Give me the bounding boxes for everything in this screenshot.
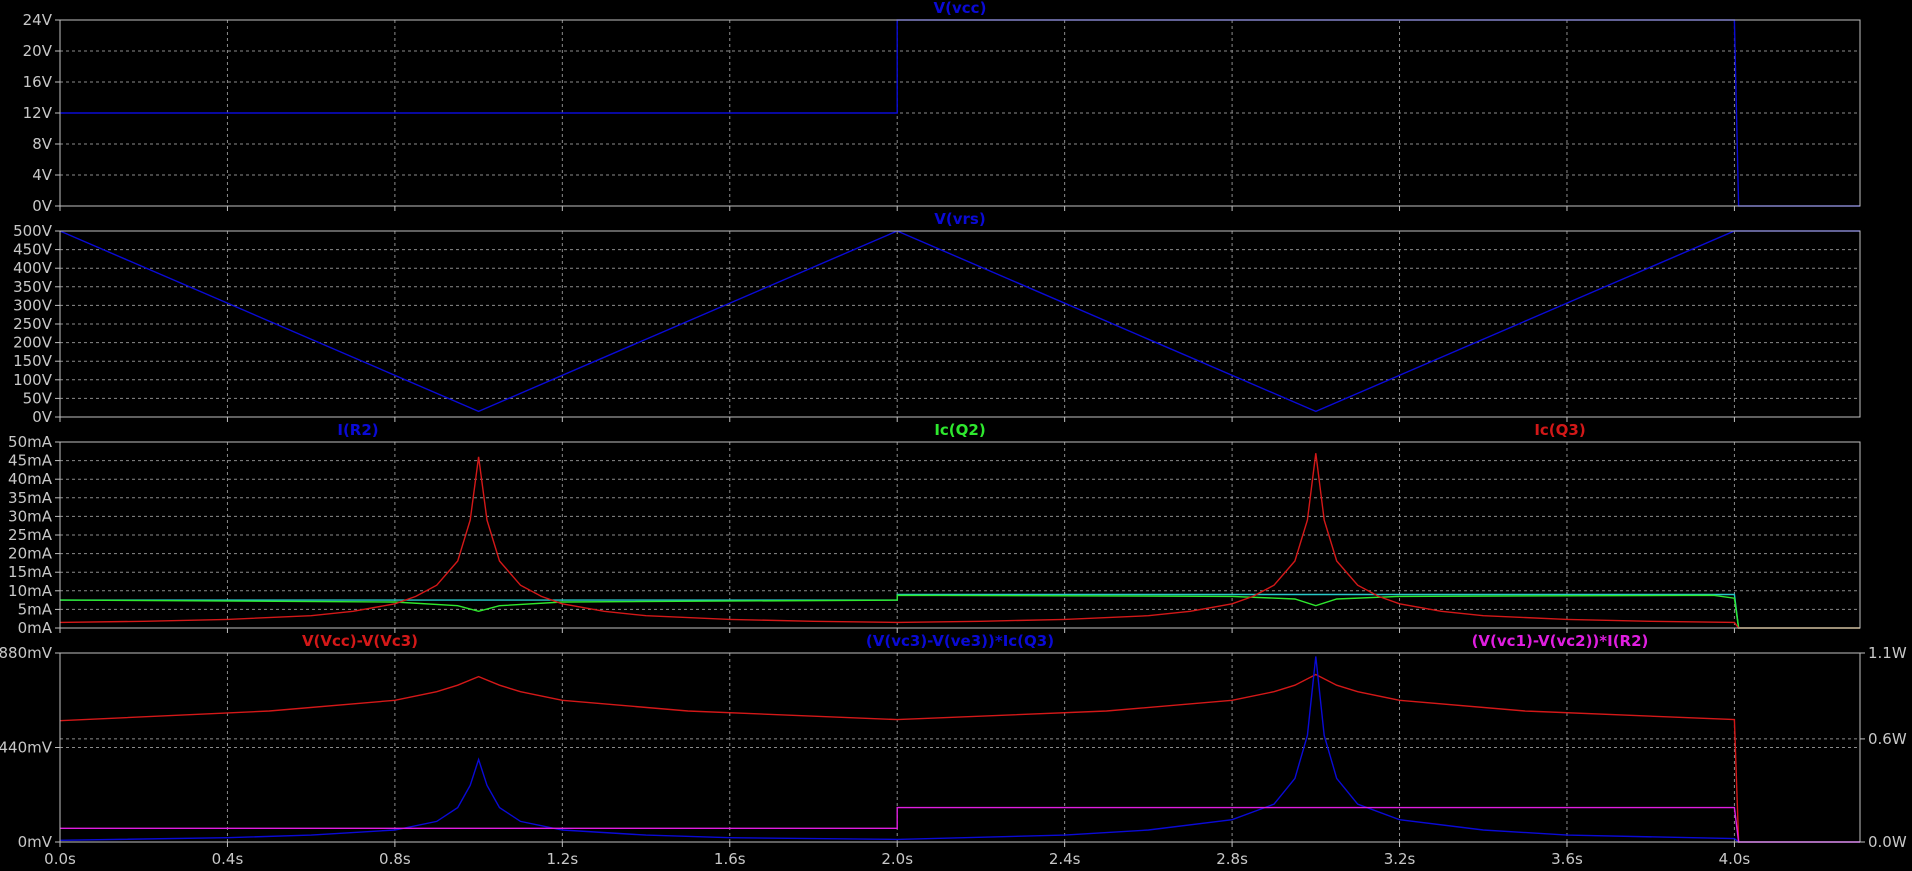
y-tick-label: 150V xyxy=(13,352,53,370)
trace-name-label[interactable]: Ic(Q2) xyxy=(934,421,985,439)
panel-frame xyxy=(59,441,1861,629)
y-tick-label: 30mA xyxy=(8,507,53,525)
y-tick-label: 0V xyxy=(32,197,53,215)
y-tick-label: 100V xyxy=(13,371,53,389)
y-tick-label: 16V xyxy=(23,73,53,91)
trace-name-label[interactable]: I(R2) xyxy=(337,421,378,439)
panel-3[interactable]: 0mA5mA10mA15mA20mA25mA30mA35mA40mA45mA50… xyxy=(8,433,1861,637)
trace-name-label[interactable]: V(Vcc)-V(Vc3) xyxy=(302,632,418,650)
trace-name-label[interactable]: (V(vc3)-V(ve3))*Ic(Q3) xyxy=(866,632,1054,650)
trace-v-vc3-v-ve3-ic-q3[interactable] xyxy=(59,656,1860,843)
y-tick-label: 45mA xyxy=(8,452,53,470)
y-tick-label: 50V xyxy=(23,389,53,407)
x-tick-label: 2.8s xyxy=(1216,850,1248,868)
y-tick-label: 35mA xyxy=(8,489,53,507)
x-tick-label: 1.6s xyxy=(714,850,746,868)
y-tick-label: 400V xyxy=(13,259,53,277)
trace-ic-q3[interactable] xyxy=(59,453,1860,629)
trace-i-r2[interactable] xyxy=(60,593,1860,629)
x-tick-label: 2.0s xyxy=(881,850,913,868)
y-tick-label: 350V xyxy=(13,278,53,296)
y-tick-label: 0V xyxy=(32,408,53,426)
y-tick-label: 300V xyxy=(13,296,53,314)
x-tick-label: 3.6s xyxy=(1551,850,1583,868)
y-tick-label: 0mV xyxy=(18,833,53,851)
y-tick-label: 500V xyxy=(13,222,53,240)
y-tick-label: 5mA xyxy=(18,600,53,618)
trace-name-label[interactable]: Ic(Q3) xyxy=(1534,421,1585,439)
trace-v-vrs[interactable] xyxy=(59,230,1860,413)
y-tick-label: 200V xyxy=(13,334,53,352)
y-tick-label: 440mV xyxy=(0,739,53,757)
y-tick-label: 40mA xyxy=(8,470,53,488)
y-tick-label: 20mA xyxy=(8,545,53,563)
y2-tick-label: 1.1W xyxy=(1868,644,1907,662)
y-tick-label: 8V xyxy=(32,135,53,153)
x-tick-label: 0.4s xyxy=(212,850,244,868)
y-tick-label: 0mA xyxy=(18,619,53,637)
x-tick-label: 3.2s xyxy=(1384,850,1416,868)
panel-frame xyxy=(59,652,1861,843)
x-tick-label: 4.0s xyxy=(1719,850,1751,868)
y-tick-label: 250V xyxy=(13,315,53,333)
panel-2[interactable]: 0V50V100V150V200V250V300V350V400V450V500… xyxy=(13,222,1861,426)
panel-frame xyxy=(59,19,1861,207)
trace-name-label[interactable]: V(vcc) xyxy=(934,0,987,17)
y-tick-label: 4V xyxy=(32,166,53,184)
y-tick-label: 15mA xyxy=(8,563,53,581)
x-tick-label: 1.2s xyxy=(546,850,578,868)
y-tick-label: 12V xyxy=(23,104,53,122)
panel-1[interactable]: 0V 4V 8V 12V 16V 20V 24V xyxy=(23,11,1861,215)
y-tick-label: 10mA xyxy=(8,582,53,600)
y-tick-label: 20V xyxy=(23,42,53,60)
y2-tick-label: 0.0W xyxy=(1868,833,1907,851)
x-tick-label: 2.4s xyxy=(1049,850,1081,868)
trace-v-vc1-v-vc2-i-r2[interactable] xyxy=(60,806,1860,843)
y-tick-label: 25mA xyxy=(8,526,53,544)
trace-name-label[interactable]: (V(vc1)-V(vc2))*I(R2) xyxy=(1472,632,1649,650)
panel-4[interactable]: 0mV 440mV 880mV 0.0W 0.6W 1.1W xyxy=(0,644,1907,851)
y2-tick-label: 0.6W xyxy=(1868,730,1907,748)
panel-frame xyxy=(59,230,1861,418)
y-tick-label: 450V xyxy=(13,241,53,259)
y-tick-label: 24V xyxy=(23,11,53,29)
trace-ic-q2[interactable] xyxy=(59,594,1860,629)
x-tick-label: 0.0s xyxy=(44,850,76,868)
trace-v-vcc-v-vc3[interactable] xyxy=(59,673,1860,843)
trace-name-label[interactable]: V(vrs) xyxy=(934,210,985,228)
y-tick-label: 880mV xyxy=(0,644,53,662)
x-tick-label: 0.8s xyxy=(379,850,411,868)
y-tick-label: 50mA xyxy=(8,433,53,451)
